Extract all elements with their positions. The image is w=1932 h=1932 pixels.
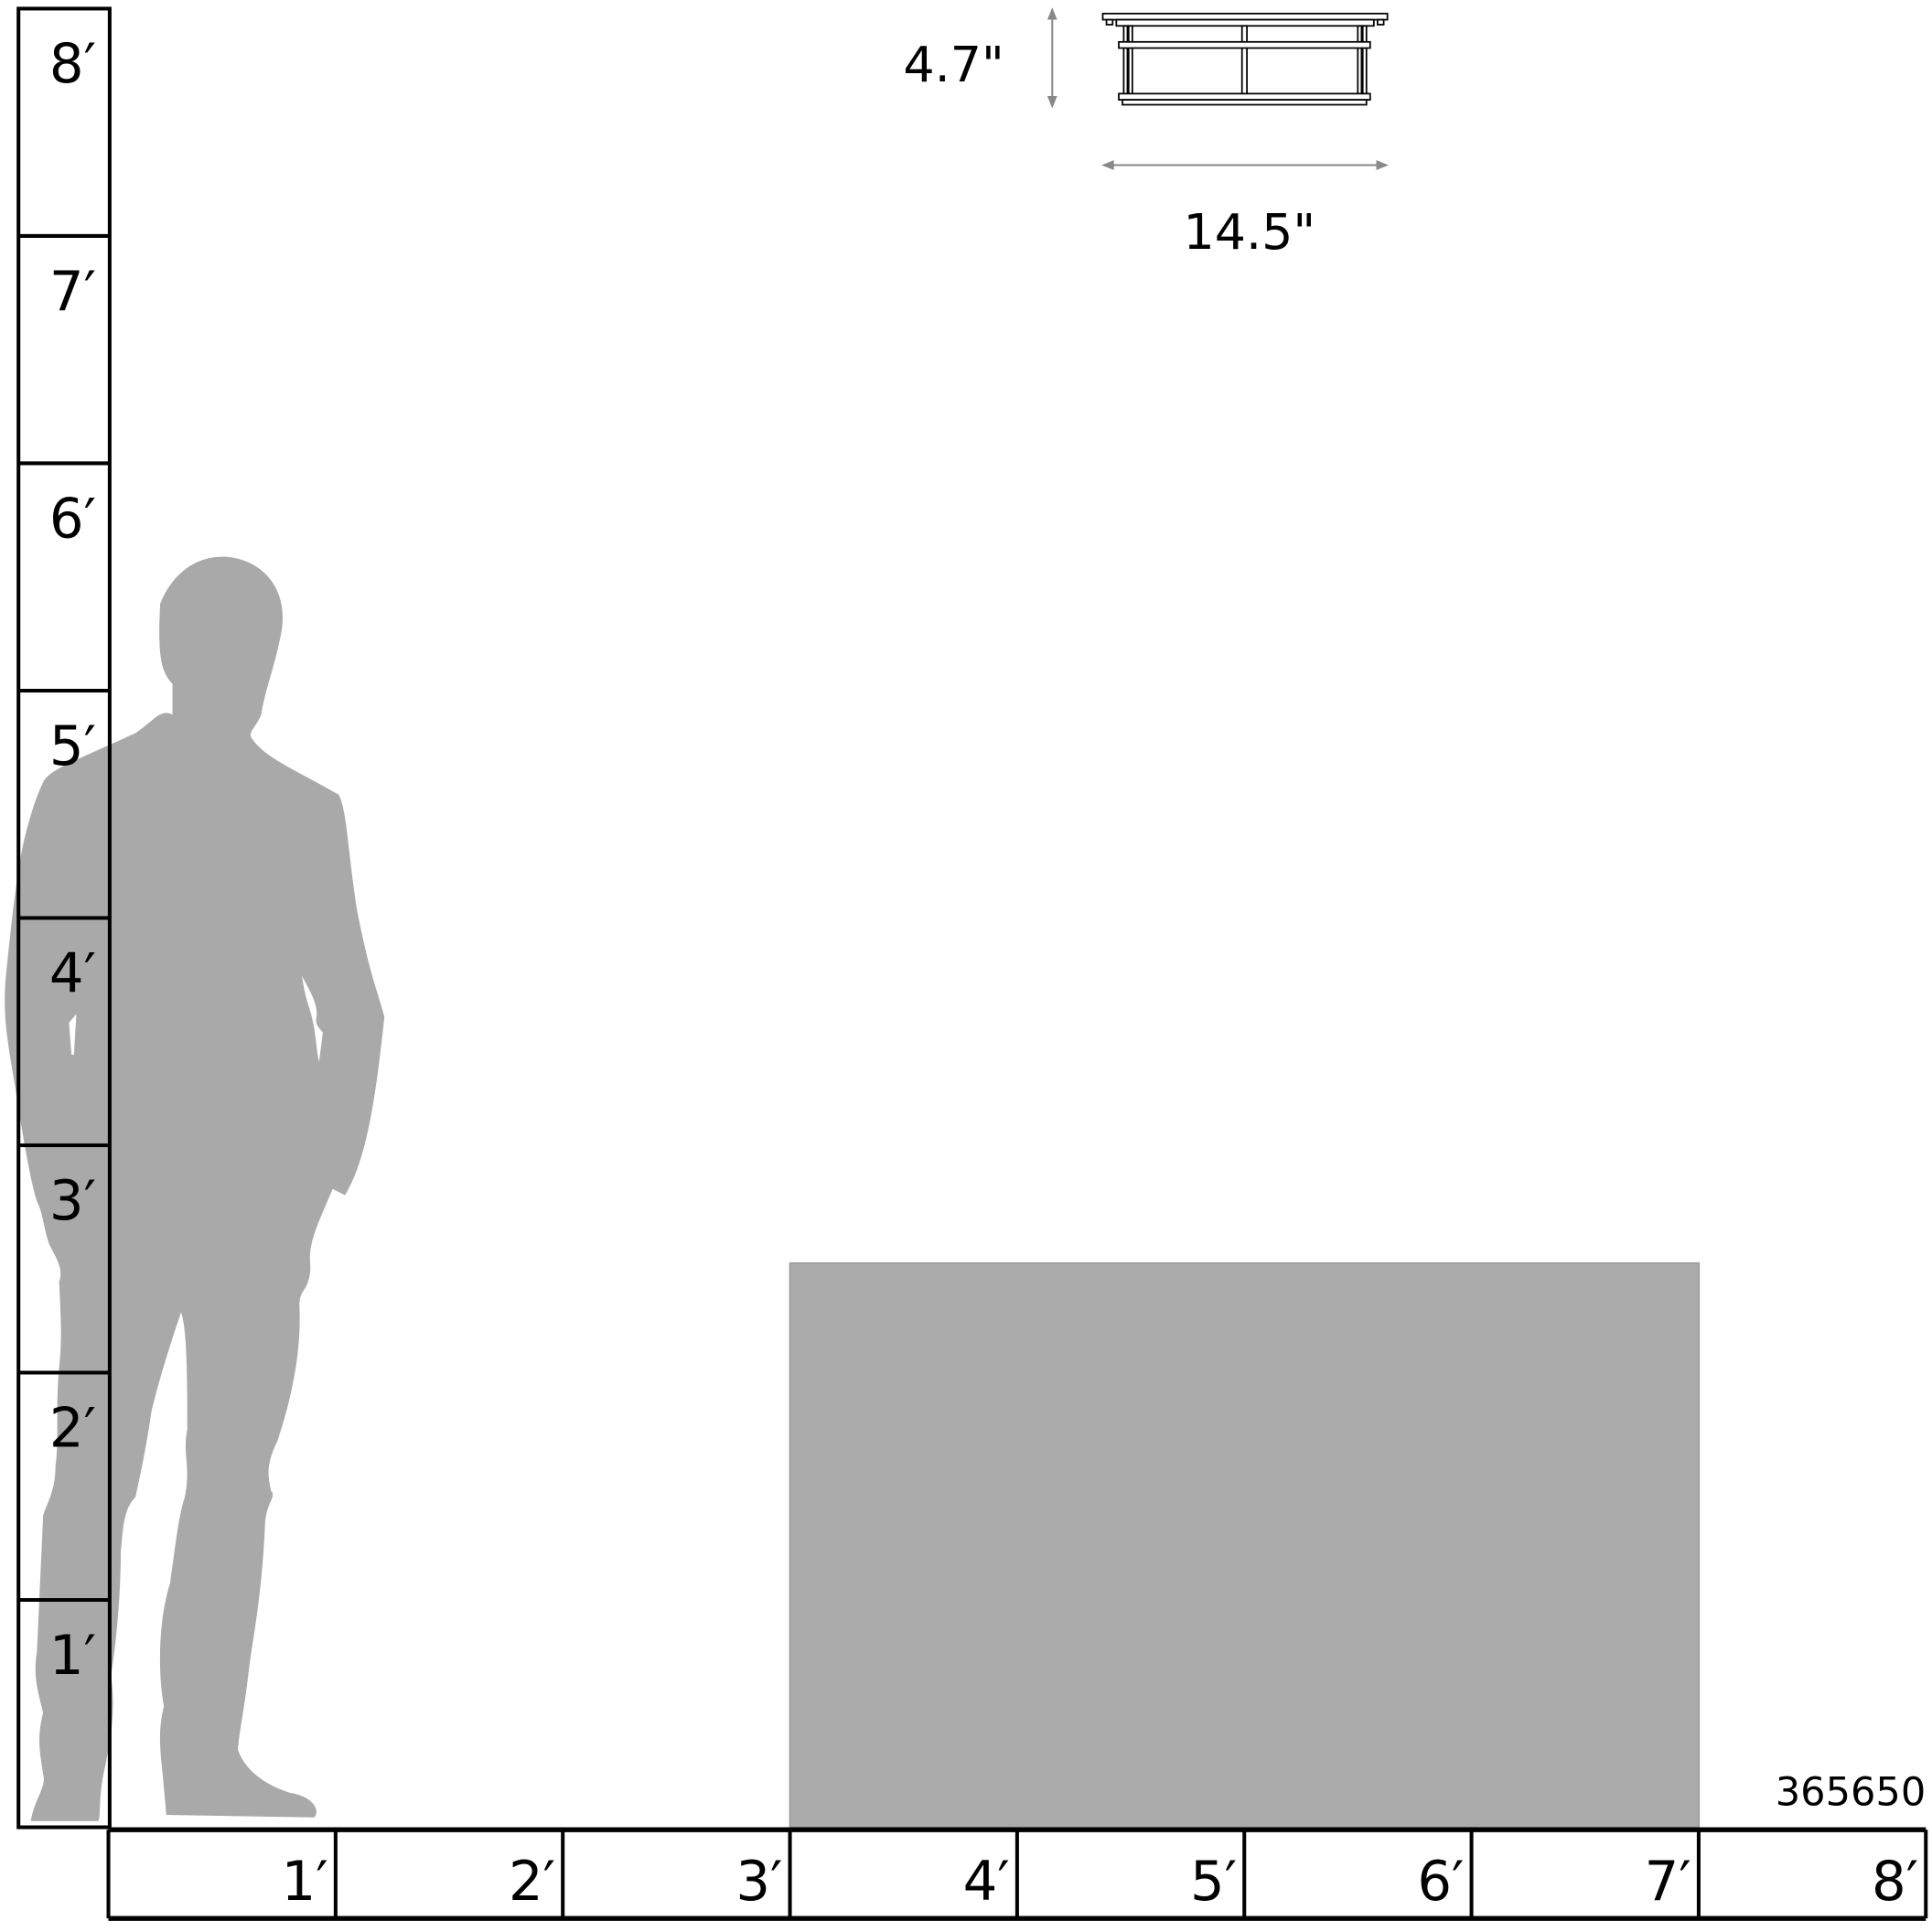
vertical-ruler-label: 7′ bbox=[49, 260, 96, 323]
horizontal-ruler bbox=[106, 1827, 1928, 1921]
horizontal-ruler-label: 2′ bbox=[509, 1850, 555, 1913]
vertical-ruler-label: 4′ bbox=[49, 941, 96, 1004]
vertical-ruler-label: 2′ bbox=[49, 1396, 96, 1459]
vertical-ruler-label: 1′ bbox=[49, 1624, 96, 1687]
horizontal-ruler-label: 8′ bbox=[1872, 1850, 1918, 1913]
horizontal-ruler-label: 6′ bbox=[1417, 1850, 1464, 1913]
product-footprint-box bbox=[789, 1261, 1701, 1829]
vertical-ruler-label: 8′ bbox=[49, 32, 96, 95]
width-dimension-arrow bbox=[1101, 160, 1389, 170]
horizontal-ruler-label: 7′ bbox=[1645, 1850, 1691, 1913]
hand-gap-right bbox=[302, 975, 323, 1063]
person-silhouette-icon bbox=[5, 556, 385, 1821]
fixture-drawing-icon bbox=[1101, 12, 1389, 106]
hand-gap-left bbox=[69, 1014, 77, 1055]
vertical-ruler-label: 5′ bbox=[49, 714, 96, 778]
horizontal-ruler-label: 5′ bbox=[1190, 1850, 1237, 1913]
vertical-ruler-label: 3′ bbox=[49, 1169, 96, 1232]
height-label: 4.7" bbox=[903, 36, 1004, 93]
height-dimension-arrow bbox=[1046, 7, 1057, 109]
horizontal-ruler-label: 1′ bbox=[282, 1850, 328, 1913]
width-label: 14.5" bbox=[1183, 203, 1315, 261]
product-number: 365650 bbox=[1776, 1769, 1927, 1815]
vertical-ruler bbox=[16, 6, 112, 1830]
horizontal-ruler-label: 3′ bbox=[735, 1850, 782, 1913]
horizontal-ruler-label: 4′ bbox=[963, 1850, 1010, 1913]
vertical-ruler-label: 6′ bbox=[49, 487, 96, 550]
